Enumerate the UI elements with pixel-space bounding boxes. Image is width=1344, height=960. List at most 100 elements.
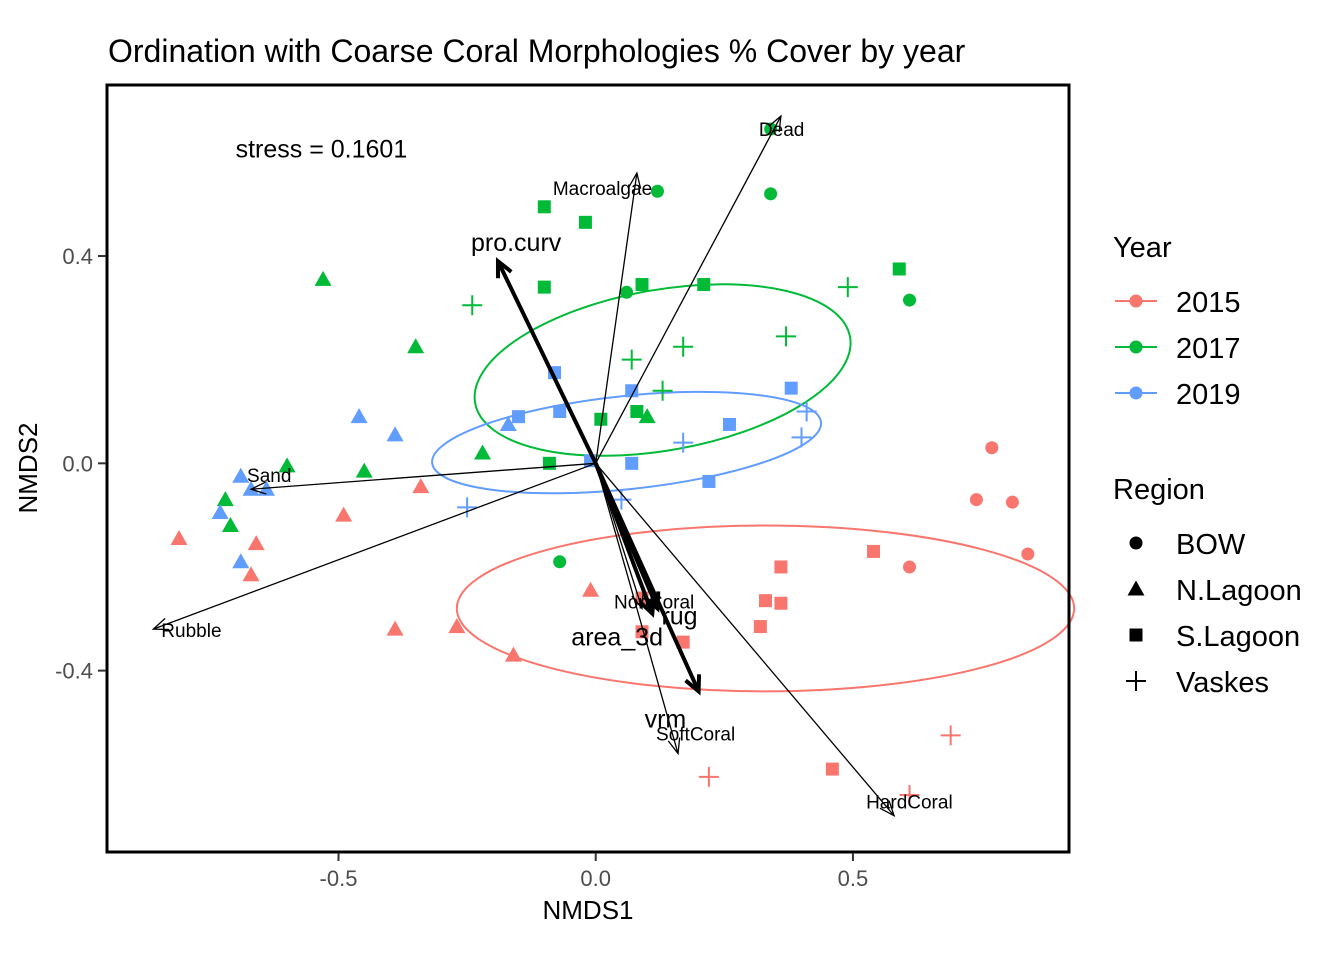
point-2015-n-lagoon	[335, 506, 353, 522]
legend-year-key-2015	[1129, 294, 1143, 308]
point-2015-bow	[1005, 495, 1019, 509]
point-2015-n-lagoon	[247, 535, 265, 551]
env-arrowhead-area-3d	[638, 596, 656, 618]
point-2017-n-lagoon	[314, 270, 332, 286]
legend-region-key-n-lagoon	[1127, 580, 1145, 596]
point-2015-vaskes	[698, 766, 719, 787]
species-label-sand: Sand	[247, 466, 291, 487]
point-2017-vaskes	[837, 277, 858, 298]
species-label-macroalgae: Macroalgae	[553, 179, 652, 200]
point-2019-n-lagoon	[232, 467, 250, 483]
species-arrowhead-hardcoral	[879, 800, 896, 818]
legend-region-entries: BOW N.Lagoon S.Lagoon Vaskes	[1126, 529, 1302, 699]
species-label-dead: Dead	[759, 120, 804, 141]
point-2015-s-lagoon	[825, 762, 839, 776]
point-2015-bow	[969, 493, 983, 507]
point-2017-vaskes	[652, 380, 673, 401]
point-2017-bow	[650, 184, 664, 198]
point-2019-n-lagoon	[232, 553, 250, 569]
point-2015-s-lagoon	[774, 560, 788, 574]
point-2017-s-lagoon	[892, 262, 906, 276]
species-arrowhead-dead	[768, 114, 782, 133]
point-2015-s-lagoon	[867, 544, 881, 558]
point-2017-s-lagoon	[537, 200, 551, 214]
legend-region-label-bow: BOW	[1176, 529, 1246, 561]
y-axis-title: NMDS2	[13, 422, 43, 513]
species-arrowhead-softcoral	[667, 737, 681, 756]
species-vector-hardcoral	[595, 462, 895, 817]
point-2019-s-lagoon	[625, 456, 639, 470]
legend-year-key-2019	[1129, 386, 1143, 400]
x-axis-title: NMDS1	[542, 895, 633, 925]
species-label-rubble: Rubble	[161, 621, 221, 642]
ellipse-2017	[473, 283, 852, 457]
y-axis: -0.4 0.0 0.4	[55, 244, 106, 684]
point-2015-n-lagoon	[582, 581, 600, 597]
point-2017-bow	[764, 187, 778, 201]
point-2015-vaskes	[899, 784, 920, 805]
legend-title-year: Year	[1113, 232, 1172, 264]
point-2015-n-lagoon	[504, 646, 522, 662]
point-2017-bow	[620, 285, 634, 299]
point-2017-vaskes	[621, 349, 642, 370]
point-2019-s-lagoon	[512, 410, 526, 424]
point-2017-s-lagoon	[542, 456, 556, 470]
legend-year-label-2017: 2017	[1176, 333, 1241, 365]
x-tick-label: 0.5	[838, 866, 869, 891]
point-2019-vaskes	[796, 401, 817, 422]
point-2015-n-lagoon	[386, 620, 404, 636]
env-arrowhead-vrm	[684, 674, 702, 696]
point-2019-n-lagoon	[211, 504, 229, 520]
point-2017-vaskes	[673, 336, 694, 357]
point-2019-n-lagoon	[350, 408, 368, 424]
point-2017-s-lagoon	[578, 215, 592, 229]
legend-region-label-s-lagoon: S.Lagoon	[1176, 621, 1300, 653]
point-2015-vaskes	[940, 725, 961, 746]
point-2015-n-lagoon	[242, 566, 260, 582]
species-label-hardcoral: HardCoral	[866, 793, 953, 814]
x-tick-label: -0.5	[320, 866, 358, 891]
species-vector-rubble	[153, 462, 596, 630]
species-vector-macroalgae	[595, 173, 638, 464]
point-2017-bow	[903, 293, 917, 307]
point-2017-n-lagoon	[278, 457, 296, 473]
ellipse-2019	[431, 390, 823, 495]
point-2017-s-lagoon	[697, 278, 711, 292]
species-vector-sand	[250, 462, 596, 490]
point-2015-n-lagoon	[448, 618, 466, 634]
legend-year-label-2015: 2015	[1176, 287, 1241, 319]
env-label-area-3d: area_3d	[571, 624, 663, 652]
y-tick-label: -0.4	[55, 659, 93, 684]
point-2015-n-lagoon	[412, 478, 430, 494]
species-arrowhead-macroalgae	[628, 171, 642, 189]
point-2017-bow	[764, 122, 778, 136]
point-2015-bow	[985, 441, 999, 455]
point-2017-n-lagoon	[216, 491, 234, 507]
legend-year-key-2017	[1129, 340, 1143, 354]
legend-year-label-2019: 2019	[1176, 379, 1241, 411]
point-2019-n-lagoon	[499, 415, 517, 431]
point-2015-s-lagoon	[635, 625, 649, 639]
point-2017-vaskes	[776, 326, 797, 347]
y-tick-label: 0.4	[62, 244, 93, 269]
legend-region-key-s-lagoon	[1129, 628, 1143, 642]
point-2015-s-lagoon	[753, 620, 767, 634]
stress-annotation: stress = 0.1601	[236, 136, 408, 164]
species-arrowhead-sand	[249, 481, 267, 495]
point-2019-s-lagoon	[553, 404, 567, 418]
legend-region-key-bow	[1129, 536, 1143, 550]
point-2017-n-lagoon	[407, 338, 425, 354]
legend: Year 2015 2017 2019 Region BOW N.Lagoon S.La…	[1113, 232, 1302, 699]
x-axis: -0.5 0.0 0.5	[320, 853, 869, 891]
legend-title-region: Region	[1113, 474, 1205, 506]
point-2017-s-lagoon	[594, 412, 608, 426]
point-2015-s-lagoon	[774, 596, 788, 610]
plot-area: stress = 0.1601DeadMacroalgaeSandRubbleN…	[151, 114, 1076, 818]
species-vector-dead	[595, 115, 782, 464]
point-2019-s-lagoon	[702, 474, 716, 488]
point-2017-vaskes	[462, 295, 483, 316]
plot-panel-border	[105, 83, 1071, 854]
legend-region-label-n-lagoon: N.Lagoon	[1176, 575, 1302, 607]
point-2015-s-lagoon	[758, 594, 772, 608]
